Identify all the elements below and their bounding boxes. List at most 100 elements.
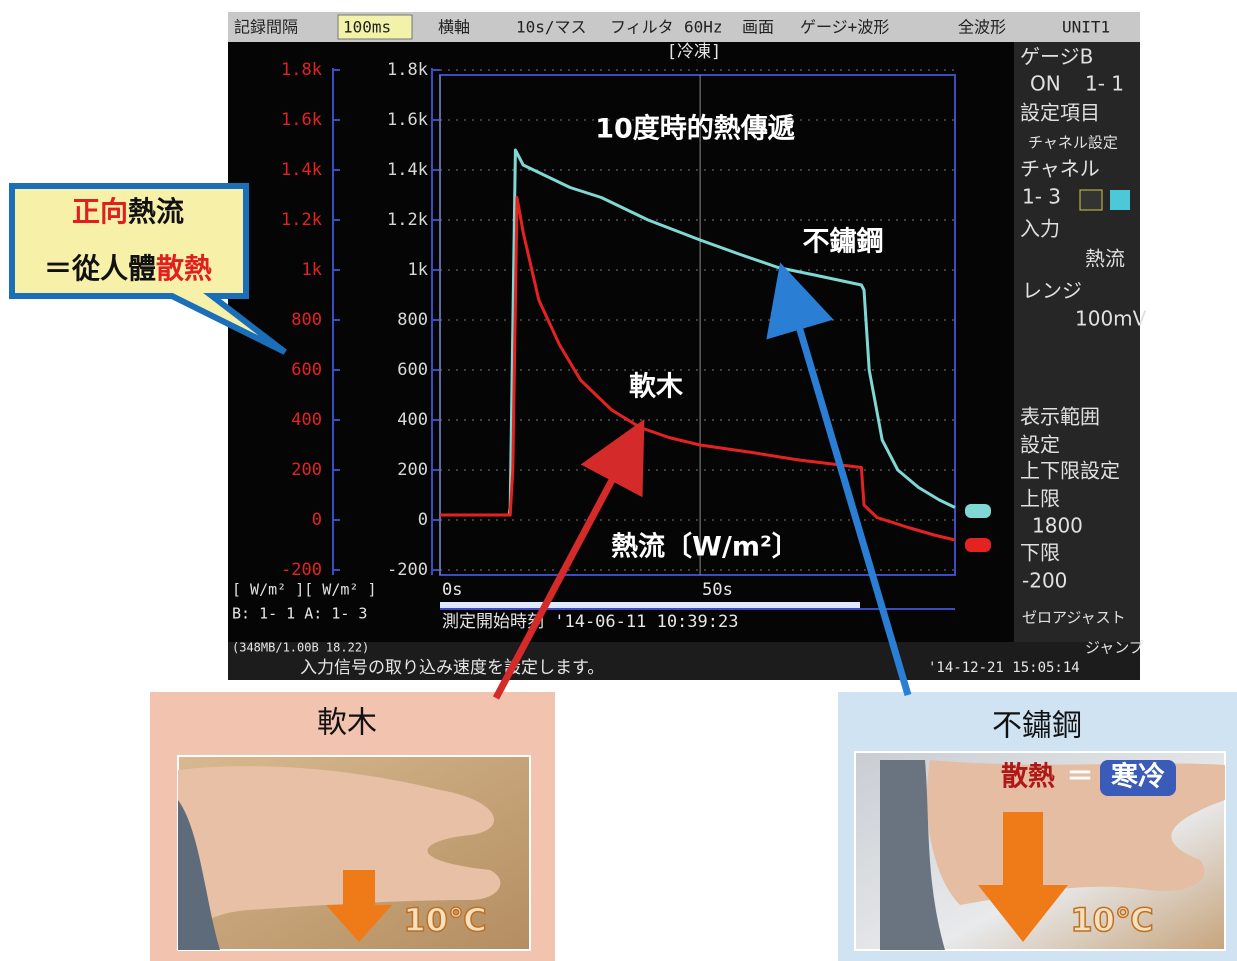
side-panel-item: ゲージB <box>1020 45 1093 69</box>
toolbar-item: フィルタ <box>610 18 674 37</box>
y-tick-label: 800 <box>291 310 322 330</box>
sleeve <box>880 760 945 950</box>
side-panel-item: 1- 3 <box>1022 185 1061 209</box>
y-tick-label: 200 <box>291 460 322 480</box>
y-tick-label: 200 <box>397 460 428 480</box>
y-tick-label: 1.8k <box>281 60 322 80</box>
y-tick-label: 1.4k <box>387 160 428 180</box>
y-tick-label: 1.8k <box>387 60 428 80</box>
toolbar-item: 画面 <box>742 18 774 37</box>
y-tick-label: 1.6k <box>281 110 322 130</box>
y-tick-label: 1k <box>408 260 428 280</box>
side-panel-item: 100mV <box>1075 307 1147 331</box>
memory: (348MB/1.00B 18.22) <box>232 641 369 655</box>
y-tick-label: 1.2k <box>387 210 428 230</box>
heat-arrow <box>978 812 1068 942</box>
y-tick-label: 0 <box>312 510 322 530</box>
callout-text: ＝從人體 <box>44 252 156 285</box>
hand <box>178 766 501 940</box>
callout-bubble <box>9 183 287 355</box>
toolbar-item: 60Hz <box>684 18 723 37</box>
y-tick-label: -200 <box>281 560 322 580</box>
side-panel <box>1014 42 1140 642</box>
pointer-arrow <box>492 419 645 700</box>
hand <box>926 760 1225 905</box>
side-panel-item: 設定項目 <box>1020 101 1100 125</box>
status-bar <box>228 642 1140 680</box>
callout-text: 熱流 <box>128 195 184 228</box>
side-panel-item: 下限 <box>1020 541 1060 565</box>
axis-units: [ W/m² ][ W/m² ] <box>232 581 377 599</box>
y-tick-label: 400 <box>397 410 428 430</box>
series-line <box>440 148 956 517</box>
panel-title: 不鏽鋼 <box>992 709 1082 744</box>
side-panel-item: 設定 <box>1020 433 1060 457</box>
screen-header: [冷凍] <box>667 42 721 62</box>
pointer-arrow <box>766 262 912 696</box>
toolbar-item: 全波形 <box>958 18 1006 37</box>
toolbar-highlight <box>337 14 413 40</box>
x-tick-label: 50s <box>702 580 733 600</box>
callout-line: 正向熱流 <box>72 195 184 228</box>
checkbox <box>1079 189 1103 211</box>
callout-text: 正向 <box>72 195 128 228</box>
side-panel-item: ON <box>1030 72 1061 96</box>
y-tick-label: 1.4k <box>281 160 322 180</box>
toolbar-item: 記録間隔 <box>234 18 298 37</box>
clock: '14-12-21 15:05:14 <box>928 660 1080 676</box>
start-time: 測定開始時刻 '14-06-11 10:39:23 <box>442 612 738 632</box>
side-panel-item: 入力 <box>1020 217 1060 241</box>
color-swatch <box>1110 190 1130 210</box>
side-panel-item: 上下限設定 <box>1020 459 1120 483</box>
x-tick-label: 0s <box>442 580 462 600</box>
scroll-track <box>440 608 955 610</box>
callout-line: ＝從人體散熱 <box>44 252 212 285</box>
y-tick-label: 600 <box>291 360 322 380</box>
y-tick-label: 1k <box>302 260 322 280</box>
series-label: 軟木 <box>629 372 683 403</box>
status-message: 入力信号の取り込み速度を設定します。 <box>300 658 604 678</box>
cold-text: 寒冷 <box>1111 761 1165 793</box>
side-panel-item: チャネル設定 <box>1028 134 1118 152</box>
heat-arrow <box>326 870 392 942</box>
toolbar-item: 横軸 <box>438 18 470 37</box>
side-panel-item: 1800 <box>1032 514 1083 538</box>
sleeve <box>178 800 220 950</box>
toolbar-item: ゲージ+波形 <box>800 18 889 37</box>
side-panel-item: 上限 <box>1020 487 1060 511</box>
y-tick-label: 800 <box>397 310 428 330</box>
y-tick-label: 0 <box>418 510 428 530</box>
side-panel-item: 熱流 <box>1085 247 1125 271</box>
y-tick-label: 1.6k <box>387 110 428 130</box>
y-tick-label: 400 <box>291 410 322 430</box>
toolbar-item: 10s/マス <box>516 18 587 37</box>
y-tick-label: -200 <box>387 560 428 580</box>
side-panel-item: 1- 1 <box>1085 72 1124 96</box>
panel-title: 軟木 <box>317 706 377 741</box>
side-panel-item: ゼロアジャスト <box>1022 609 1126 627</box>
series-line <box>440 196 956 542</box>
series-label: 不鏽鋼 <box>803 226 884 258</box>
y-tick-label: 1.2k <box>281 210 322 230</box>
side-panel-item: 表示範囲 <box>1020 405 1100 429</box>
side-panel-item: ジャンプ <box>1085 639 1144 657</box>
y-axis-label: 熱流〔W/m²〕 <box>611 532 799 563</box>
side-panel-item: -200 <box>1022 569 1067 593</box>
channels: B: 1- 1 A: 1- 3 <box>232 605 367 623</box>
channel-flag <box>965 504 991 518</box>
heat-text: 散熱 <box>1001 762 1055 793</box>
scroll-bar <box>440 602 860 608</box>
y-tick-label: 600 <box>397 360 428 380</box>
plot: 1.8k 1.8k 1.6k 1.6k 1.4k 1.4k 1.2k 1.2k 1k 1k 800 8… <box>281 60 956 600</box>
side-panel-item: チャネル <box>1020 157 1100 181</box>
toolbar-item: UNIT1 <box>1062 18 1110 37</box>
screen <box>228 12 1140 680</box>
callout-text: 散熱 <box>156 252 212 285</box>
temperature: 10℃ <box>1070 901 1153 939</box>
side-panel-item: レンジ <box>1022 279 1082 303</box>
channel-flag <box>965 538 991 552</box>
cold-badge <box>1100 760 1176 796</box>
temperature: 10℃ <box>403 901 486 939</box>
chart-title: 10度時的熱傳遞 <box>595 113 796 145</box>
